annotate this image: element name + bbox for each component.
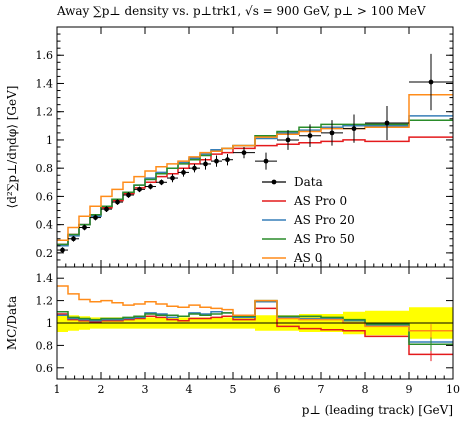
data-point — [115, 199, 120, 205]
data-point — [82, 225, 87, 230]
data-point — [329, 130, 335, 136]
ratio-y-tick-label: 1.2 — [36, 295, 54, 308]
data-point — [384, 120, 390, 126]
data-point — [192, 165, 197, 171]
main-ticks: 0.2 0.4 0.6 0.8 1 1.2 1.4 1.6 — [36, 27, 454, 267]
x-tick-label: 6 — [274, 383, 281, 396]
ratio-y-tick-label: 0.6 — [36, 362, 54, 375]
main-data-layer — [57, 53, 453, 253]
ratio-y-tick-label: 1.4 — [36, 272, 54, 285]
chart-title: Away ∑p⊥ density vs. p⊥trk1, √s = 900 Ge… — [56, 4, 426, 18]
data-point — [137, 186, 142, 192]
main-series-line-0 — [57, 136, 453, 246]
data-point — [170, 175, 175, 181]
legend-label-3: AS 0 — [293, 251, 322, 265]
x-tick-label: 5 — [230, 383, 237, 396]
x-axis-label: p⊥ (leading track) [GeV] — [302, 403, 453, 417]
main-y-tick-label: 1.4 — [36, 77, 54, 90]
data-point — [214, 158, 219, 164]
x-tick-label: 3 — [142, 383, 149, 396]
legend: Data AS Pro 0 AS Pro 20 AS Pro 50 AS 0 — [262, 175, 355, 265]
ratio-y-tick-label: 0.8 — [36, 339, 54, 352]
x-tick-label: 9 — [406, 383, 413, 396]
x-tick-label: 8 — [362, 383, 369, 396]
data-point — [60, 247, 65, 253]
data-point — [126, 192, 131, 198]
main-panel: 0.2 0.4 0.6 0.8 1 1.2 1.4 1.6 ⟨d²∑p⊥/dηdφ⟩ [GeV… — [5, 26, 454, 268]
legend-label-data: Data — [294, 175, 323, 189]
main-series-line-2 — [57, 119, 453, 246]
ratio-series-line-2 — [57, 299, 453, 346]
ratio-ticks: 0.6 0.8 1 1.2 1.4 1 2 3 4 5 6 7 8 9 10 — [36, 263, 460, 396]
ratio-y-tick-label: 1 — [46, 317, 53, 330]
main-y-axis-label: ⟨d²∑p⊥/dηdφ⟩ [GeV] — [5, 86, 19, 209]
main-series-line-3 — [57, 94, 453, 241]
data-point — [263, 158, 269, 164]
x-tick-label: 4 — [186, 383, 193, 396]
data-point — [148, 184, 153, 189]
data-point — [225, 157, 230, 163]
legend-label-1: AS Pro 20 — [293, 213, 355, 227]
data-point — [104, 206, 109, 212]
x-tick-label: 10 — [446, 383, 460, 396]
main-y-tick-label: 0.4 — [36, 219, 54, 232]
x-tick-label: 7 — [318, 383, 325, 396]
x-tick-label: 2 — [98, 383, 105, 396]
data-point — [307, 133, 313, 139]
main-y-tick-label: 1.6 — [36, 49, 54, 62]
main-y-tick-label: 0.2 — [36, 247, 54, 260]
main-y-tick-label: 0.6 — [36, 190, 54, 203]
data-point — [93, 215, 98, 220]
ratio-series-line-3 — [57, 285, 453, 332]
data-point — [241, 150, 247, 156]
main-y-tick-label: 1.2 — [36, 106, 54, 119]
legend-marker-data-point — [271, 179, 277, 185]
data-point — [159, 179, 164, 185]
data-point — [71, 236, 76, 242]
data-point — [351, 126, 357, 132]
main-y-tick-label: 1 — [46, 134, 53, 147]
x-tick-label: 1 — [54, 383, 61, 396]
main-y-tick-label: 0.8 — [36, 162, 54, 175]
data-point — [203, 161, 208, 167]
data-point — [181, 170, 186, 175]
ratio-panel: 0.6 0.8 1 1.2 1.4 1 2 3 4 5 6 7 8 9 10 MC/Data p⊥ (lea… — [5, 263, 460, 417]
ratio-y-axis-label: MC/Data — [5, 296, 19, 350]
data-point — [428, 79, 434, 85]
ratio-series-layer — [57, 285, 453, 362]
legend-label-0: AS Pro 0 — [293, 194, 347, 208]
data-point — [285, 137, 291, 143]
main-series-layer — [57, 94, 453, 247]
legend-label-2: AS Pro 50 — [293, 232, 355, 246]
